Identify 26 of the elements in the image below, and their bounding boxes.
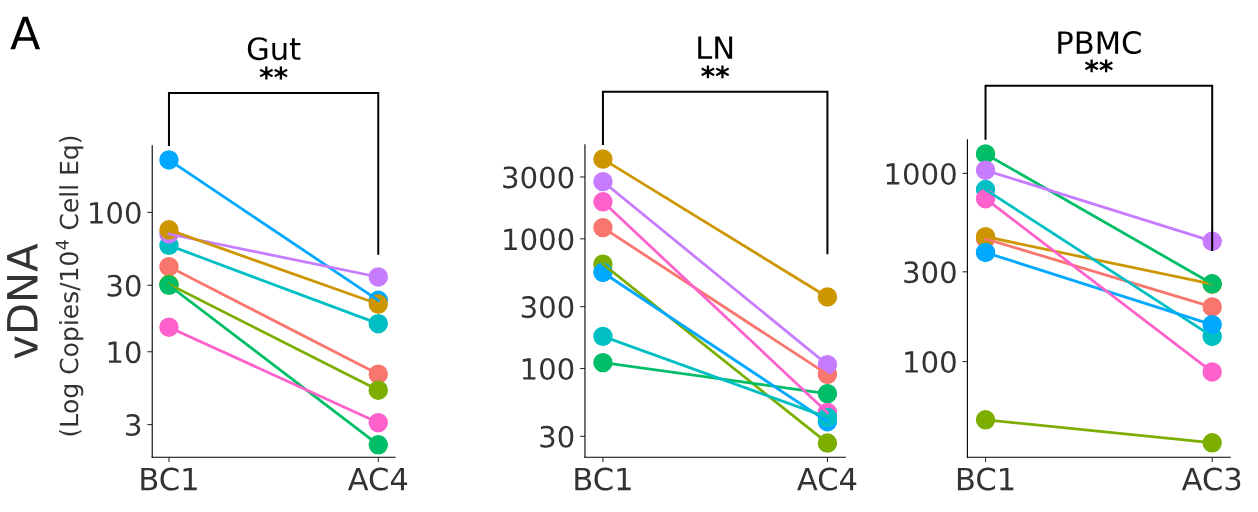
y-tick-label: 30: [540, 425, 574, 448]
y-tick-label: 100: [90, 201, 141, 224]
y-tick-label: 3: [126, 414, 141, 437]
y-tick-label: 1000: [504, 228, 574, 251]
x-tick-label: AC4: [797, 467, 857, 491]
text: A: [10, 16, 41, 50]
text: **: [1084, 59, 1113, 73]
chart-title: PBMC: [1058, 30, 1141, 55]
x-tick-label: BC1: [575, 467, 631, 491]
y-tick-label: 1000: [886, 162, 956, 185]
x-tick-label: AC4: [347, 467, 408, 491]
chart-title: LN: [698, 36, 733, 59]
y-tick-label: 100: [905, 350, 956, 374]
y-tick-label: 100: [522, 357, 574, 380]
text: **: [259, 66, 288, 80]
y-axis-title: vDNA (Log Copies/10$^{4}$ Cell Eq): [7, 136, 84, 436]
x-tick-label: AC3: [1181, 467, 1241, 491]
y-tick-label: 10: [108, 341, 141, 364]
x-tick-label: BC1: [141, 467, 197, 491]
y-tick-label: 300: [521, 296, 574, 319]
text: **: [701, 65, 730, 79]
x-tick-label: BC1: [957, 467, 1014, 491]
chart-title: Gut: [247, 37, 301, 61]
y-tick-label: 30: [107, 274, 141, 297]
y-tick-label: 3000: [503, 166, 574, 189]
y-tick-label: 300: [904, 261, 956, 284]
